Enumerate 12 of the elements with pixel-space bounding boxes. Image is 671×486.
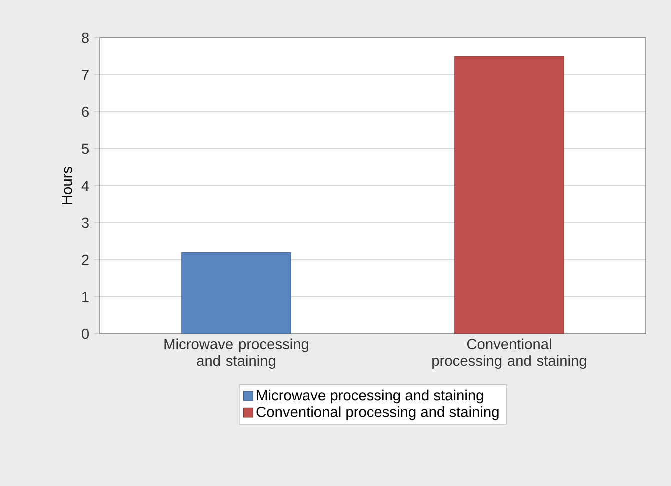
legend-label: Microwave processing and staining [257,390,484,404]
y-tick-label: 2 [82,254,89,266]
y-tick-label: 6 [82,106,89,118]
y-tick-label: 4 [82,180,90,192]
y-tick-label: 3 [82,218,89,228]
y-tick-label: 7 [82,70,89,80]
y-tick-label: 8 [82,32,89,44]
y-tick-label: 0 [82,328,90,340]
legend-label: Conventional processing and staining [256,406,499,420]
y-tick-label: 5 [82,144,89,154]
y-axis-title: Hours [62,166,72,204]
y-tick-label: 1 [82,292,89,302]
